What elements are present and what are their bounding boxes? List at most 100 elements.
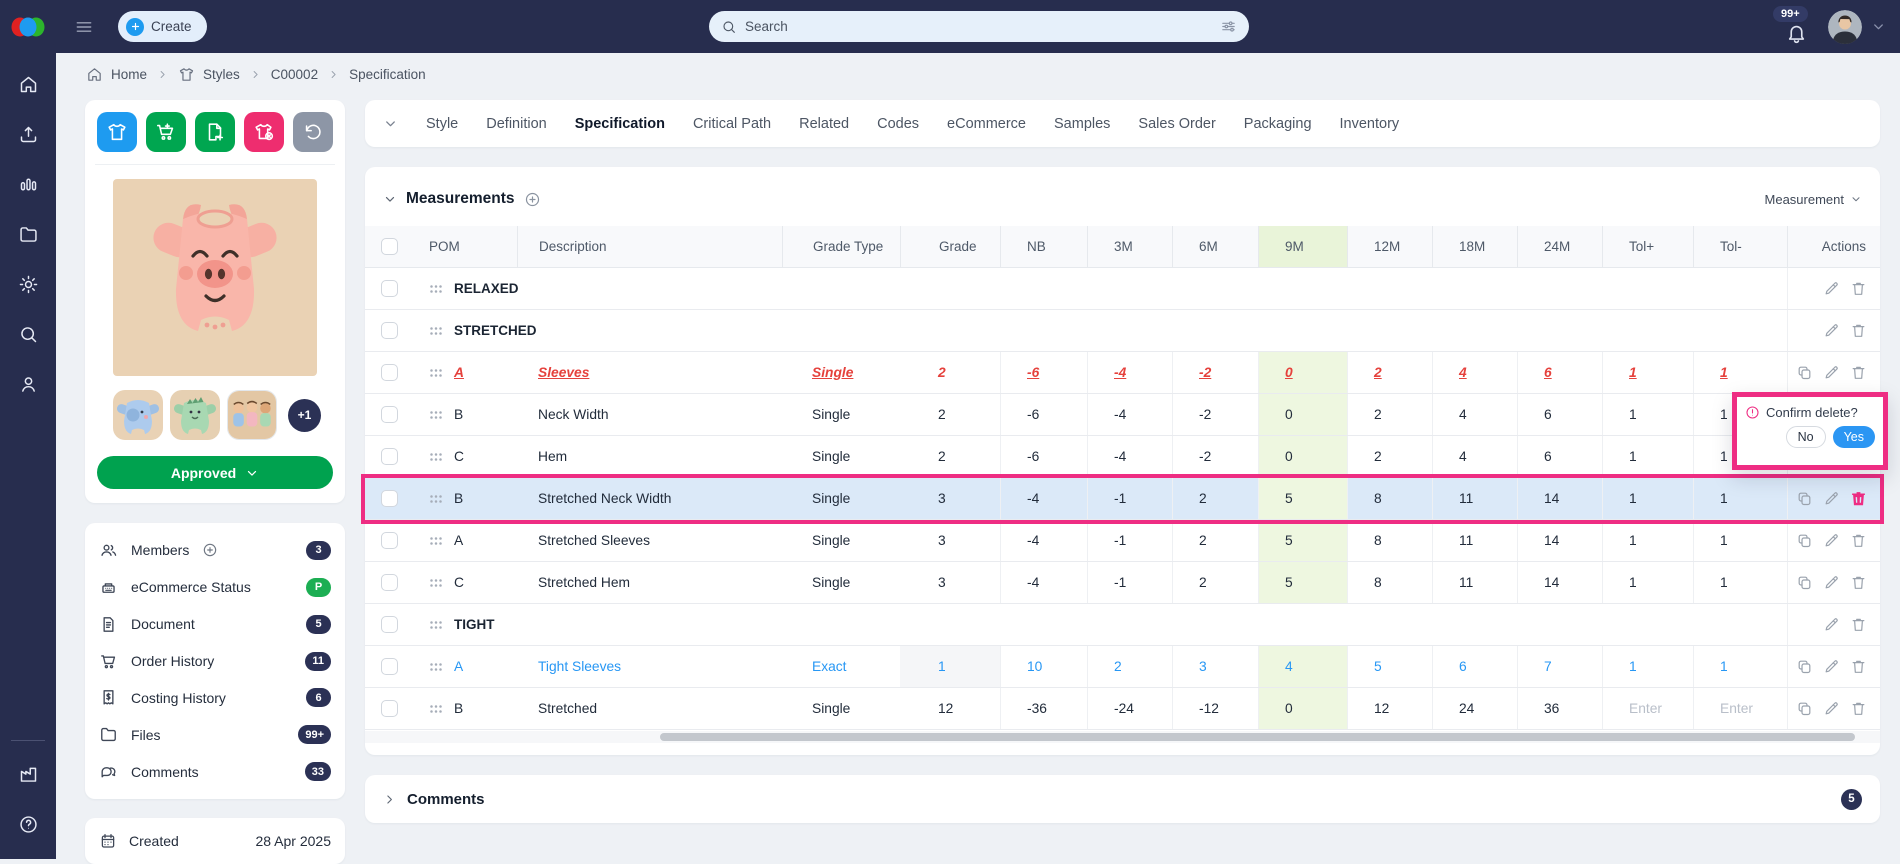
row-checkbox[interactable] <box>381 532 398 549</box>
size-value-cell[interactable]: 2 <box>1347 394 1432 435</box>
size-value-cell[interactable]: 36 <box>1517 688 1602 729</box>
grade-type-cell[interactable]: Single <box>782 352 900 393</box>
drag-handle-icon[interactable] <box>429 620 443 630</box>
sidebar-item-gear[interactable] <box>9 265 47 303</box>
grade-type-cell[interactable]: Single <box>782 562 900 603</box>
tol-minus-cell[interactable]: 1 <box>1693 520 1787 561</box>
size-value-cell[interactable]: -2 <box>1172 352 1258 393</box>
tol-plus-cell[interactable]: Enter <box>1602 688 1693 729</box>
tab-inventory[interactable]: Inventory <box>1340 116 1400 132</box>
size-value-cell[interactable]: 14 <box>1517 562 1602 603</box>
tabs-collapse-icon[interactable] <box>383 116 398 131</box>
section-collapse-icon[interactable] <box>383 192 397 206</box>
drag-handle-icon[interactable] <box>429 410 443 420</box>
status-dropdown-button[interactable]: Approved <box>97 456 333 489</box>
sidebar-item-folder[interactable] <box>9 215 47 253</box>
description-cell[interactable]: Stretched Neck Width <box>517 478 782 519</box>
section-expand-icon[interactable] <box>383 793 396 806</box>
breadcrumb-item-c00002[interactable]: C00002 <box>271 67 318 82</box>
description-cell[interactable]: Hem <box>517 436 782 477</box>
thumbnail-dino-onesie[interactable] <box>170 390 220 440</box>
size-value-cell[interactable]: 6 <box>1517 436 1602 477</box>
edit-icon[interactable] <box>1823 322 1840 339</box>
delete-icon[interactable] <box>1850 322 1867 339</box>
description-cell[interactable]: Stretched Sleeves <box>517 520 782 561</box>
breadcrumb-item-home[interactable]: Home <box>86 66 147 83</box>
grade-cell[interactable]: 12 <box>900 688 1000 729</box>
row-checkbox[interactable] <box>381 364 398 381</box>
size-value-cell[interactable]: -4 <box>1087 436 1172 477</box>
grade-cell[interactable]: 2 <box>900 352 1000 393</box>
tol-plus-cell[interactable]: 1 <box>1602 394 1693 435</box>
drag-handle-icon[interactable] <box>429 536 443 546</box>
size-value-cell[interactable]: 2 <box>1347 436 1432 477</box>
copy-icon[interactable] <box>1796 532 1813 549</box>
tab-style[interactable]: Style <box>426 116 458 132</box>
row-checkbox[interactable] <box>381 406 398 423</box>
size-value-cell[interactable]: -1 <box>1087 562 1172 603</box>
size-value-cell[interactable]: 10 <box>1000 646 1087 687</box>
search-input[interactable]: Search <box>709 11 1249 42</box>
size-value-cell[interactable]: 11 <box>1432 562 1517 603</box>
size-value-cell[interactable]: 14 <box>1517 520 1602 561</box>
drag-handle-icon[interactable] <box>429 326 443 336</box>
column-header-tolplus[interactable]: Tol+ <box>1602 226 1693 267</box>
delete-icon[interactable] <box>1850 616 1867 633</box>
app-logo[interactable] <box>0 0 56 53</box>
row-checkbox[interactable] <box>381 490 398 507</box>
description-cell[interactable]: Sleeves <box>517 352 782 393</box>
column-header-tolminus[interactable]: Tol- <box>1693 226 1787 267</box>
pom-cell[interactable]: A <box>413 646 517 687</box>
size-value-cell[interactable]: -2 <box>1172 394 1258 435</box>
size-value-cell[interactable]: -4 <box>1000 520 1087 561</box>
tol-minus-cell[interactable]: 1 <box>1693 478 1787 519</box>
grade-cell[interactable]: 2 <box>900 394 1000 435</box>
thumbnail-elephant-onesie[interactable] <box>113 390 163 440</box>
size-value-cell[interactable]: -4 <box>1000 478 1087 519</box>
comments-section[interactable]: Comments 5 <box>365 775 1880 823</box>
tab-sales-order[interactable]: Sales Order <box>1138 116 1215 132</box>
size-value-cell[interactable]: 2 <box>1347 352 1432 393</box>
edit-icon[interactable] <box>1823 658 1840 675</box>
tol-minus-cell[interactable]: 1 <box>1693 352 1787 393</box>
row-checkbox[interactable] <box>381 574 398 591</box>
thumbnail-babies-photo[interactable] <box>227 390 277 440</box>
delete-icon[interactable] <box>1850 574 1867 591</box>
column-header-3m[interactable]: 3M <box>1087 226 1172 267</box>
grade-cell[interactable]: 2 <box>900 436 1000 477</box>
add-member-icon[interactable] <box>202 542 218 558</box>
edit-icon[interactable] <box>1823 616 1840 633</box>
product-image[interactable] <box>113 179 317 376</box>
grade-type-cell[interactable]: Single <box>782 478 900 519</box>
size-value-cell[interactable]: 7 <box>1517 646 1602 687</box>
size-value-cell[interactable]: -2 <box>1172 436 1258 477</box>
size-value-cell[interactable]: 24 <box>1432 688 1517 729</box>
size-value-cell[interactable]: 11 <box>1432 520 1517 561</box>
tab-related[interactable]: Related <box>799 116 849 132</box>
avatar[interactable] <box>1828 10 1862 44</box>
column-header-pom[interactable]: POM <box>413 226 517 267</box>
size-value-cell[interactable]: 8 <box>1347 478 1432 519</box>
column-header-6m[interactable]: 6M <box>1172 226 1258 267</box>
size-value-cell[interactable]: 12 <box>1347 688 1432 729</box>
more-images-badge[interactable]: +1 <box>288 399 321 432</box>
column-header-18m[interactable]: 18M <box>1432 226 1517 267</box>
size-value-cell[interactable]: 2 <box>1172 562 1258 603</box>
grade-type-cell[interactable]: Single <box>782 436 900 477</box>
size-value-cell[interactable]: -24 <box>1087 688 1172 729</box>
grade-type-cell[interactable]: Exact <box>782 646 900 687</box>
select-all-checkbox[interactable] <box>381 238 398 255</box>
size-value-cell[interactable]: 4 <box>1432 394 1517 435</box>
sidebar-item-help[interactable] <box>9 805 47 843</box>
panel-link-document[interactable]: Document5 <box>99 606 331 643</box>
tol-plus-cell[interactable]: 1 <box>1602 646 1693 687</box>
size-value-cell[interactable]: 11 <box>1432 478 1517 519</box>
edit-icon[interactable] <box>1823 490 1840 507</box>
pom-cell[interactable]: B <box>413 394 517 435</box>
add-measurement-icon[interactable] <box>524 191 541 208</box>
column-header-actions[interactable]: Actions <box>1787 226 1880 267</box>
sidebar-item-upload[interactable] <box>9 115 47 153</box>
description-cell[interactable]: Tight Sleeves <box>517 646 782 687</box>
size-value-cell[interactable]: 3 <box>1172 646 1258 687</box>
horizontal-scrollbar-thumb[interactable] <box>660 733 1855 741</box>
